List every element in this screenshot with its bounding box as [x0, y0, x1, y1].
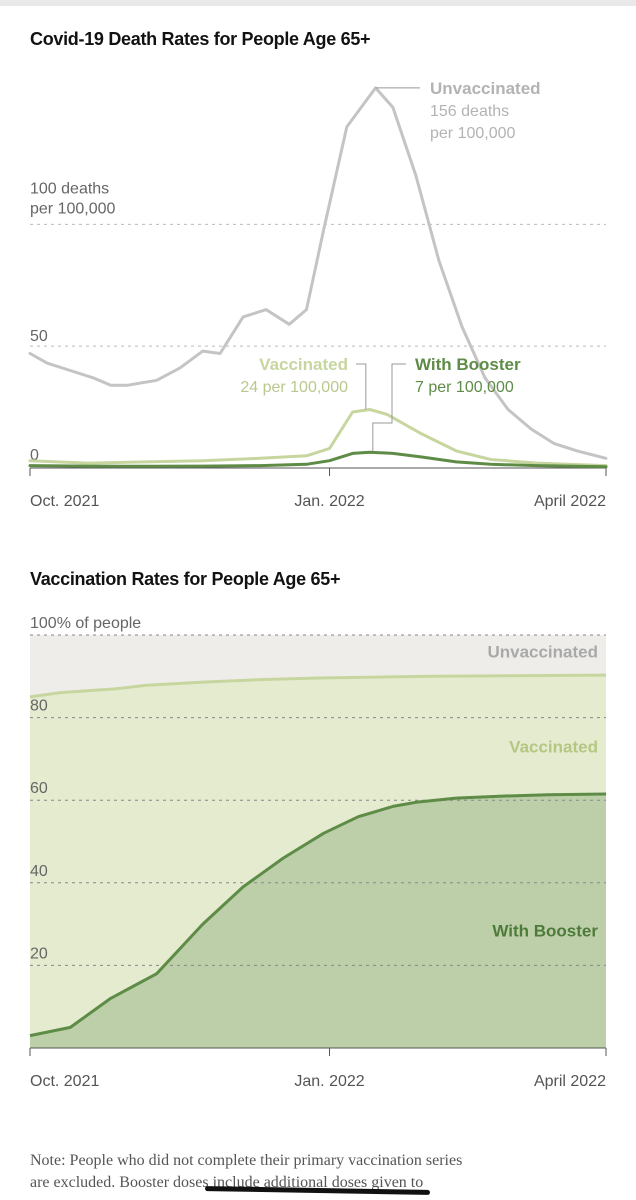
x-tick-label-jan-2022: Jan. 2022: [294, 1073, 364, 1090]
line-unvaccinated: [28, 86, 608, 460]
footnote-line-1: Note: People who did not complete their …: [30, 1152, 463, 1169]
death-chart-title: Covid-19 Death Rates for People Age 65+: [30, 29, 371, 49]
y-tick-label-80: 80: [30, 698, 48, 715]
area-with-booster: [30, 794, 606, 1048]
footnote: Note: People who did not complete their …: [30, 1150, 610, 1200]
x-tick-label-april-2022: April 2022: [534, 493, 606, 510]
vaccination-chart-title: Vaccination Rates for People Age 65+: [30, 569, 341, 589]
line-vaccinated: [29, 673, 607, 699]
annotation-vaccinated-name: Vaccinated: [259, 355, 348, 374]
y-tick-label-50: 50: [30, 328, 48, 345]
top-divider: [0, 0, 636, 6]
area-label-unvaccinated: Unvaccinated: [487, 643, 598, 662]
line-vaccinated: [28, 408, 608, 468]
annotation-unvaccinated-line2: per 100,000: [430, 125, 516, 142]
annotation-with-booster-name: With Booster: [415, 355, 521, 374]
x-tick-label-oct-2021: Oct. 2021: [30, 1073, 99, 1090]
line-with-booster: [29, 792, 607, 1038]
x-tick-label-jan-2022: Jan. 2022: [294, 493, 364, 510]
x-tick-label-april-2022: April 2022: [534, 1073, 606, 1090]
y-tick-label-100-line1: 100 deaths: [30, 180, 109, 197]
annotation-unvaccinated-name: Unvaccinated: [430, 79, 541, 98]
line-with-booster: [28, 450, 608, 469]
x-tick-label-oct-2021: Oct. 2021: [30, 493, 99, 510]
annotation-leader-vaccinated: [356, 363, 367, 410]
y-tick-label-100-line2: per 100,000: [30, 200, 116, 217]
annotation-leader-with-booster: [372, 363, 406, 451]
annotation-with-booster-line1: 7 per 100,000: [415, 379, 514, 396]
y-tick-label-20: 20: [30, 945, 48, 962]
annotation-unvaccinated-line1: 156 deaths: [430, 103, 509, 120]
y-tick-label-60: 60: [30, 780, 48, 797]
footnote-line-2: are excluded. Booster doses include addi…: [30, 1174, 424, 1191]
vaccination-rate-chart: 20 40 60 80 100% of people Unvaccinated Vaccin…: [29, 615, 607, 1090]
y-tick-label-0: 0: [30, 447, 39, 464]
annotation-vaccinated-line1: 24 per 100,000: [240, 379, 348, 396]
area-label-vaccinated: Vaccinated: [509, 738, 598, 757]
death-rate-chart: 0 50 100 deaths per 100,000 Oct. 2021 Jan. 20…: [28, 79, 608, 510]
y-tick-label-40: 40: [30, 863, 48, 880]
area-label-with-booster: With Booster: [492, 921, 598, 940]
y-tick-label-100: 100% of people: [30, 615, 141, 632]
